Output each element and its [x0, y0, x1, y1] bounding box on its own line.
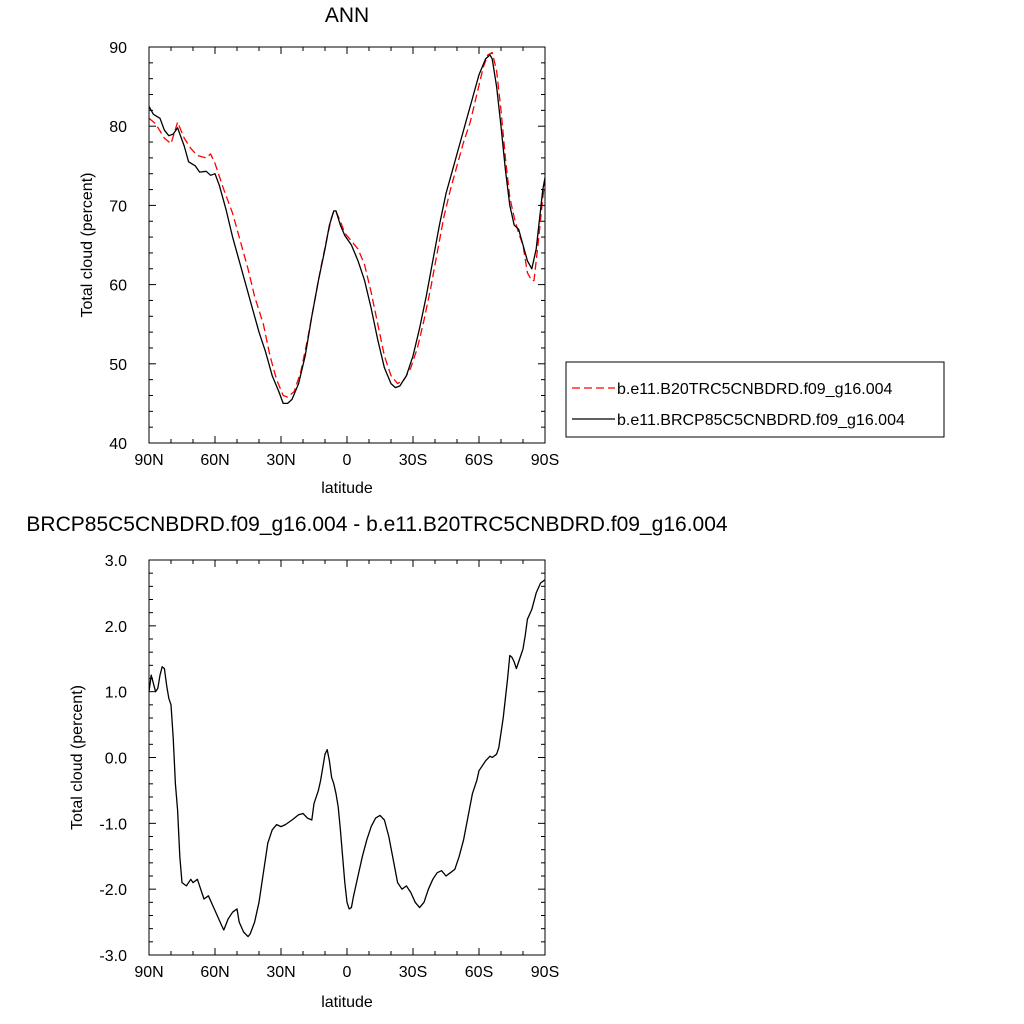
y-tick-label: 70: [109, 198, 127, 215]
y-tick-label: 90: [109, 40, 127, 57]
bottom-panel: BRCP85C5CNBDRD.f09_g16.004 - b.e11.B20TR…: [26, 513, 727, 1011]
top-y-axis-label: Total cloud (percent): [79, 173, 96, 318]
x-tick-label: 60S: [465, 452, 493, 469]
series-line-0-1: [148, 54, 546, 405]
x-tick-label: 90N: [134, 452, 163, 469]
x-tick-label: 0: [343, 452, 352, 469]
series-line-0-0: [148, 51, 546, 398]
y-tick-label: -3.0: [99, 948, 127, 965]
y-tick-label: 60: [109, 278, 127, 295]
top-x-axis-label: latitude: [321, 480, 373, 497]
top-chart-title: ANN: [325, 4, 369, 27]
bottom-x-axis-label: latitude: [321, 994, 373, 1011]
legend-label-historical: b.e11.B20TRC5CNBDRD.f09_g16.004: [617, 381, 893, 398]
x-tick-label: 30S: [399, 964, 427, 981]
y-tick-label: 80: [109, 119, 127, 136]
x-tick-label: 30N: [266, 452, 295, 469]
legend-label-rcp85: b.e11.BRCP85C5CNBDRD.f09_g16.004: [617, 412, 905, 429]
x-tick-label: 0: [343, 964, 352, 981]
x-tick-label: 60N: [200, 964, 229, 981]
y-tick-label: 40: [109, 436, 127, 453]
y-tick-label: 3.0: [105, 553, 127, 570]
x-tick-label: 90N: [134, 964, 163, 981]
x-tick-label: 60S: [465, 964, 493, 981]
x-tick-label: 90S: [531, 452, 559, 469]
bottom-chart-title: BRCP85C5CNBDRD.f09_g16.004 - b.e11.B20TR…: [26, 513, 727, 536]
legend: b.e11.B20TRC5CNBDRD.f09_g16.004 b.e11.BR…: [565, 361, 945, 438]
x-tick-label: 90S: [531, 964, 559, 981]
y-tick-label: 0.0: [105, 751, 127, 768]
legend-box: [565, 361, 945, 438]
top-plot-area: 90N 60N 30N 0 30S 60S 90S 40 50 60 70 80 90: [109, 40, 559, 469]
x-tick-label: 30N: [266, 964, 295, 981]
y-tick-label: 2.0: [105, 619, 127, 636]
top-panel: ANN 90N 60N 30N 0 30S 60S 90S 40 50 60 70 80 90 lati…: [79, 4, 559, 497]
y-tick-label: 50: [109, 357, 127, 374]
x-tick-label: 30S: [399, 452, 427, 469]
y-tick-label: -1.0: [99, 816, 127, 833]
bottom-plot-area: 90N 60N 30N 0 30S 60S 90S -3.0 -2.0 -1.0 0.0 1.0 2.0…: [99, 553, 559, 981]
x-tick-label: 60N: [200, 452, 229, 469]
y-tick-label: 1.0: [105, 685, 127, 702]
series-line-1-0: [148, 579, 546, 938]
y-tick-label: -2.0: [99, 882, 127, 899]
bottom-y-axis-label: Total cloud (percent): [69, 685, 86, 830]
